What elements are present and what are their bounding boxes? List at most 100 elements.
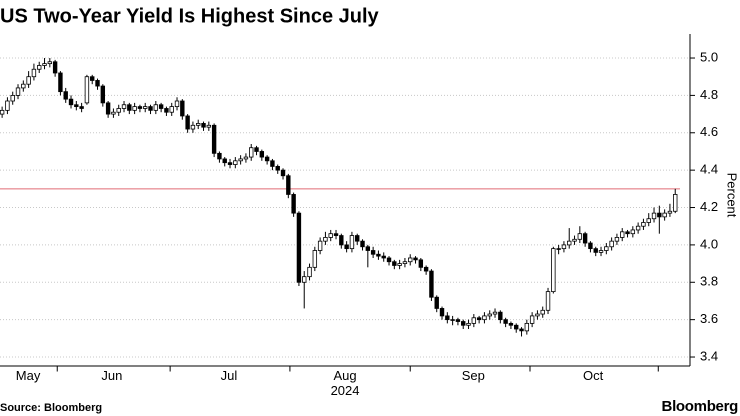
candle-body — [137, 106, 143, 109]
x-tick-label: Oct — [583, 368, 604, 383]
candle-body — [339, 235, 344, 246]
candle-body — [174, 100, 180, 108]
candle-body — [74, 104, 79, 108]
candle-body — [471, 317, 477, 324]
y-tick-label: 3.4 — [700, 348, 718, 363]
candle-body — [52, 61, 58, 74]
candle-body — [519, 328, 524, 332]
candle-body — [143, 106, 148, 109]
candle-body — [264, 156, 270, 162]
candle-body — [630, 229, 636, 235]
candle-body — [121, 104, 127, 109]
candle-body — [450, 319, 455, 321]
y-tick-label: 3.6 — [700, 311, 718, 326]
candle-body — [514, 324, 519, 330]
candle-body — [360, 240, 365, 248]
candle-body — [323, 237, 328, 242]
candle-body — [376, 253, 381, 257]
candle-body — [233, 160, 238, 165]
candle-body — [307, 266, 312, 278]
candle-body — [561, 244, 567, 250]
candle-body — [508, 322, 514, 326]
candle-body — [15, 87, 21, 96]
candle-body — [461, 321, 466, 326]
candle-body — [593, 248, 598, 253]
candle-body — [386, 257, 392, 263]
candle-body — [201, 123, 206, 128]
candle-body — [148, 106, 153, 111]
candle-body — [503, 319, 508, 324]
candle-body — [370, 250, 376, 255]
candle-body — [498, 311, 503, 321]
y-tick-label: 4.4 — [700, 162, 718, 177]
candle-body — [524, 322, 530, 332]
candle-body — [259, 151, 265, 158]
brand: Bloomberg — [662, 398, 739, 415]
candle-body — [673, 194, 678, 212]
candle-body — [0, 109, 5, 115]
candle-body — [270, 160, 275, 167]
candle-body — [238, 158, 243, 162]
candle-body — [402, 261, 408, 264]
x-tick-label: Aug — [333, 368, 356, 383]
candle-body — [408, 257, 413, 263]
candle-body — [275, 166, 280, 171]
candle-body — [153, 104, 159, 111]
candle-body — [105, 102, 111, 115]
y-tick-label: 5.0 — [700, 49, 718, 64]
y-tick-label: 4.6 — [700, 124, 718, 139]
candle-body — [657, 212, 662, 218]
candle-body — [116, 108, 121, 113]
candle-body — [609, 240, 614, 248]
candle-body — [222, 158, 227, 164]
candle-body — [26, 76, 31, 85]
candle-body — [492, 311, 498, 315]
x-tick-label: Sep — [462, 368, 485, 383]
candle-body — [227, 162, 233, 165]
candle-body — [31, 68, 37, 78]
chart-title: US Two-Year Yield Is Highest Since July — [0, 5, 380, 27]
candle-body — [588, 242, 593, 250]
candle-body — [164, 108, 169, 113]
candle-body — [482, 315, 487, 321]
x-axis-label: 2024 — [331, 383, 360, 398]
candle-body — [614, 237, 620, 242]
candle-body — [90, 76, 95, 81]
candle-body — [185, 115, 190, 130]
candle-body — [413, 257, 418, 261]
candle-body — [206, 124, 212, 128]
x-tick-label: Jun — [101, 368, 122, 383]
candle-body — [529, 315, 535, 324]
source: Source: Bloomberg — [0, 402, 102, 414]
candle-body — [535, 313, 540, 317]
candle-body — [254, 147, 259, 152]
candle-body — [556, 248, 561, 250]
candle-body — [635, 225, 641, 231]
candle-body — [577, 233, 583, 240]
candle-body — [662, 212, 667, 218]
candle-body — [397, 263, 402, 266]
candle-body — [439, 308, 445, 317]
candle-body — [317, 240, 323, 251]
candle-body — [37, 65, 42, 70]
candle-body — [604, 246, 609, 251]
candle-body — [365, 246, 371, 251]
candle-body — [302, 276, 307, 283]
candle-body — [10, 95, 15, 102]
candle-body — [63, 91, 68, 100]
candle-body — [243, 156, 249, 160]
candle-body — [429, 270, 434, 298]
candle-body — [47, 61, 53, 65]
candle-body — [651, 212, 657, 220]
candle-body — [551, 248, 556, 293]
candle-body — [21, 83, 26, 89]
y-tick-label: 4.0 — [700, 236, 718, 251]
candle-body — [291, 194, 296, 214]
candle-body — [625, 231, 630, 235]
candle-body — [620, 231, 625, 238]
candle-body — [249, 147, 254, 158]
y-axis-label: Percent — [725, 173, 740, 218]
candle-body — [127, 104, 132, 111]
candle-body — [286, 175, 291, 195]
